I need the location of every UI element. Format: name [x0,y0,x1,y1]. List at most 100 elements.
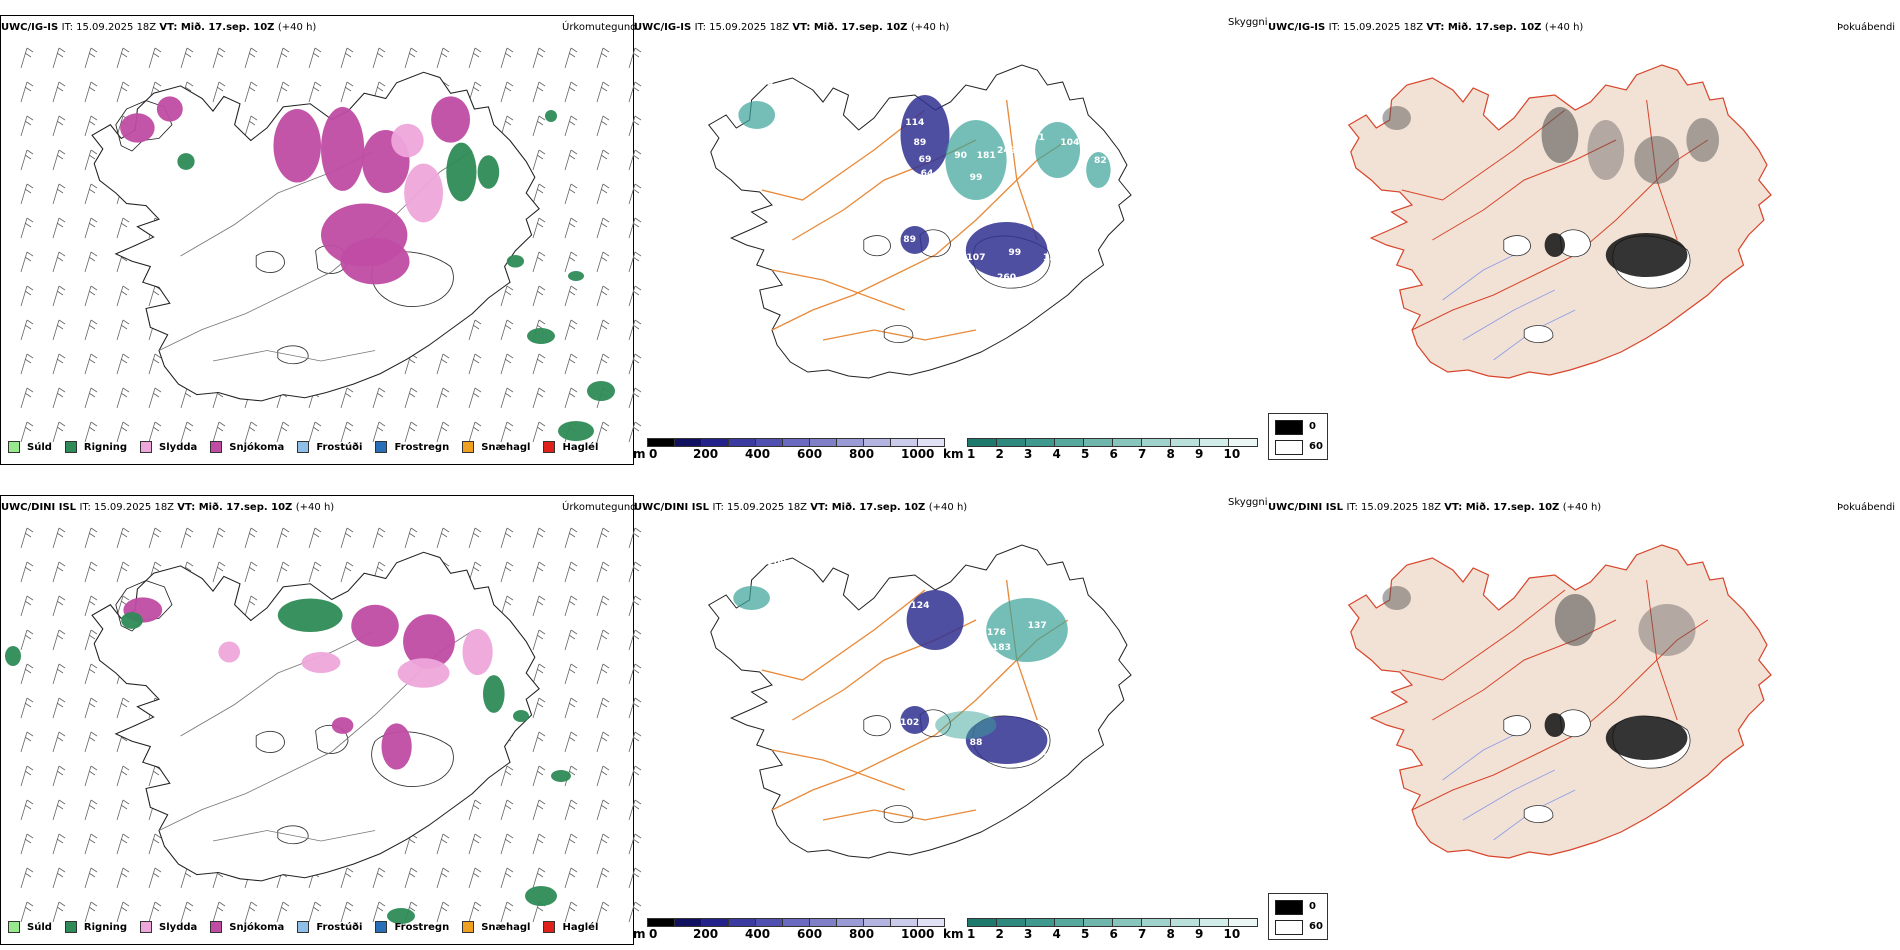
cloud-base-label: 89 [903,235,916,245]
wind-barb [532,47,546,69]
wind-barb [20,561,34,583]
rain-area [446,142,477,202]
wind-barb [116,47,130,69]
wind-barb [404,421,418,443]
wind-barb [20,251,34,273]
wind-barb [52,285,66,307]
cloud-areas [738,95,1111,278]
fog-panel-header: UWC/DINI ISL IT: 15.09.2025 18Z VT: Mið.… [1268,502,1601,513]
legend-swatch [543,921,556,933]
wind-barb [532,251,546,273]
tick-label: 2 [995,927,1004,941]
wind-barb [20,319,34,341]
sleet-area [397,658,450,688]
glacier-outline [371,731,454,787]
tick-label: 0 [649,447,658,461]
wind-barb [500,81,514,103]
fog-index-panel [1300,40,1860,440]
wind-barb [564,217,578,239]
wind-barb [20,629,34,651]
wind-barb [148,285,162,307]
wind-barb [532,421,546,443]
wind-barb [628,697,642,719]
glacier [1559,229,1591,258]
snow-area [273,109,321,183]
legend-item: Snjókoma [210,441,284,453]
wind-barb [628,663,642,685]
colorbar-segment [890,918,917,927]
wind-barb [596,799,610,821]
legend-swatch [140,441,153,453]
sleet-area [301,652,341,673]
glacier-outline [277,345,309,365]
wind-barb [20,765,34,787]
precip-legend: Súld Rigning Slydda Snjókoma Frostúði Frostre… [8,921,611,933]
wind-barb [84,217,98,239]
valid-time: VT: Mið. 17.sep. 10Z [792,22,911,33]
wind-barb [180,901,194,923]
tick-label: 9 [1195,927,1204,941]
cloud-base-label: 82 [1094,156,1107,166]
wind-barb [52,901,66,923]
wind-barb [116,799,130,821]
wind-barb [148,47,162,69]
wind-barb [20,47,34,69]
init-time: IT: 15.09.2025 18Z [694,22,793,33]
coastline [91,71,540,402]
wind-barb [84,47,98,69]
cloud-base-label: 119 [1023,118,1042,128]
wind-barb [340,561,354,583]
fog-legend-black-label: 0 [1309,421,1316,432]
wind-barb [308,47,322,69]
legend-label: Slydda [159,441,198,453]
legend-label: Súld [27,921,52,933]
wind-barb [148,353,162,375]
wind-barb [628,251,642,273]
wind-barb [628,901,642,923]
wind-barb [468,799,482,821]
wind-barb [84,527,98,549]
fog-legend: 0 60 [1268,893,1328,940]
wind-barb [596,251,610,273]
colorbar-segment [863,438,890,447]
tick-label: 8 [1166,927,1175,941]
init-time: IT: 15.09.2025 18Z [1346,502,1445,513]
colorbar-segment [996,438,1025,447]
wind-barb [564,285,578,307]
wind-barb [628,81,642,103]
fog-area [1634,136,1680,184]
sleet-area [218,641,240,663]
wind-barb [20,833,34,855]
wind-barb [564,319,578,341]
rain-area [121,612,143,629]
init-time: IT: 15.09.2025 18Z [712,502,811,513]
wind-barb [628,115,642,137]
glacier-outline [863,715,891,737]
wind-barb [84,901,98,923]
wind-barb [436,867,450,889]
colorbar-segment [1025,438,1054,447]
glacier-outline [863,235,891,257]
cloud-base-label: 114 [905,118,924,128]
legend-swatch [375,441,388,453]
wind-barb [20,183,34,205]
wind-barb [20,799,34,821]
legend-item: Snæhagl [462,921,530,933]
cloud-base-label: 123 [1043,253,1062,263]
wind-barb [180,421,194,443]
tick-label: 3 [1024,927,1033,941]
wind-barb [148,421,162,443]
legend-label: Snjókoma [229,921,285,933]
cloud-base-label: 90 [954,151,967,161]
tick-label: 4 [1052,927,1061,941]
wind-barb [404,867,418,889]
visibility-area [935,711,997,739]
wind-barb [532,81,546,103]
visibility-area [733,586,770,610]
wind-barb [20,217,34,239]
wind-barb [84,183,98,205]
wind-barb [20,149,34,171]
rain-area [483,675,505,713]
colorbar-segment [1112,918,1141,927]
wind-barb [116,527,130,549]
